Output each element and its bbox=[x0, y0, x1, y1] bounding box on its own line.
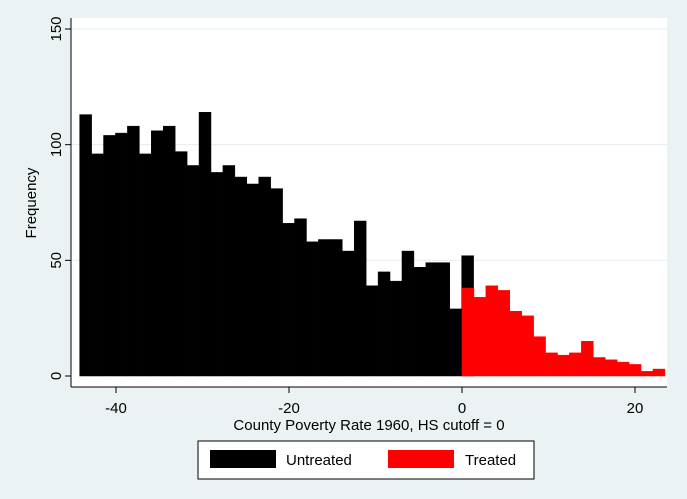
bars bbox=[79, 112, 666, 377]
bar-untreated-25 bbox=[377, 271, 391, 377]
bar-untreated-15 bbox=[258, 176, 271, 377]
bar-treated-13 bbox=[616, 361, 630, 377]
bar-untreated-12 bbox=[222, 165, 236, 377]
bar-untreated-29 bbox=[425, 262, 439, 377]
x-tick-label: 20 bbox=[627, 400, 644, 417]
bar-untreated-2 bbox=[103, 135, 116, 377]
bar-treated-1 bbox=[473, 297, 487, 377]
bar-untreated-1 bbox=[91, 153, 104, 377]
bar-treated-16 bbox=[652, 368, 666, 377]
bar-untreated-4 bbox=[127, 125, 140, 377]
bar-untreated-5 bbox=[139, 153, 152, 377]
bar-untreated-11 bbox=[210, 172, 224, 377]
bar-untreated-6 bbox=[151, 130, 164, 377]
bar-treated-11 bbox=[593, 357, 606, 377]
y-tick-label: 0 bbox=[48, 372, 65, 380]
bar-untreated-24 bbox=[365, 285, 379, 377]
y-tick-label: 150 bbox=[48, 16, 65, 41]
bar-untreated-19 bbox=[306, 241, 319, 377]
bar-treated-0 bbox=[461, 287, 475, 377]
bar-treated-7 bbox=[545, 352, 558, 377]
legend: Untreated Treated bbox=[197, 440, 535, 480]
bar-untreated-14 bbox=[246, 183, 259, 377]
bar-untreated-20 bbox=[318, 239, 331, 377]
bar-treated-10 bbox=[581, 341, 594, 377]
bar-treated-4 bbox=[509, 310, 522, 377]
x-axis-ticks: -40 -20 0 20 bbox=[105, 387, 643, 417]
bar-treated-8 bbox=[557, 354, 570, 377]
x-tick-label: -40 bbox=[105, 400, 127, 417]
bar-treated-3 bbox=[497, 290, 510, 377]
bar-treated-15 bbox=[640, 371, 654, 377]
bar-untreated-10 bbox=[198, 112, 212, 377]
bar-untreated-26 bbox=[389, 280, 403, 377]
bar-untreated-0 bbox=[79, 114, 92, 377]
x-tick-label: -20 bbox=[278, 400, 300, 417]
bar-untreated-30 bbox=[437, 262, 450, 377]
bar-untreated-17 bbox=[282, 223, 295, 377]
bar-treated-6 bbox=[533, 336, 546, 377]
bar-treated-9 bbox=[569, 352, 582, 377]
legend-label-untreated: Untreated bbox=[286, 452, 352, 469]
bar-untreated-9 bbox=[186, 165, 200, 377]
bar-untreated-16 bbox=[270, 188, 283, 377]
y-tick-label: 100 bbox=[48, 132, 65, 157]
y-axis-title: Frequency bbox=[23, 167, 40, 238]
bar-treated-2 bbox=[485, 285, 499, 377]
x-tick-label: 0 bbox=[458, 400, 466, 417]
bar-untreated-21 bbox=[330, 239, 343, 377]
bar-untreated-13 bbox=[234, 176, 248, 377]
bar-untreated-28 bbox=[413, 267, 427, 377]
bar-treated-5 bbox=[521, 315, 534, 377]
y-axis-ticks: 0 50 100 150 bbox=[48, 16, 71, 380]
legend-swatch-treated bbox=[388, 450, 454, 468]
legend-box bbox=[197, 440, 535, 480]
legend-label-treated: Treated bbox=[465, 452, 516, 469]
bar-untreated-18 bbox=[294, 218, 307, 377]
bar-untreated-3 bbox=[115, 132, 128, 377]
bar-untreated-31 bbox=[449, 308, 462, 377]
bar-untreated-8 bbox=[174, 151, 188, 377]
bar-treated-12 bbox=[604, 359, 618, 377]
x-axis-title: County Poverty Rate 1960, HS cutoff = 0 bbox=[233, 417, 504, 434]
bar-untreated-22 bbox=[342, 250, 355, 377]
legend-swatch-untreated bbox=[210, 450, 276, 468]
y-tick-label: 50 bbox=[48, 252, 65, 269]
bar-untreated-23 bbox=[353, 220, 367, 377]
bar-untreated-7 bbox=[162, 125, 176, 377]
bar-untreated-27 bbox=[401, 250, 415, 377]
bar-treated-14 bbox=[628, 364, 642, 377]
